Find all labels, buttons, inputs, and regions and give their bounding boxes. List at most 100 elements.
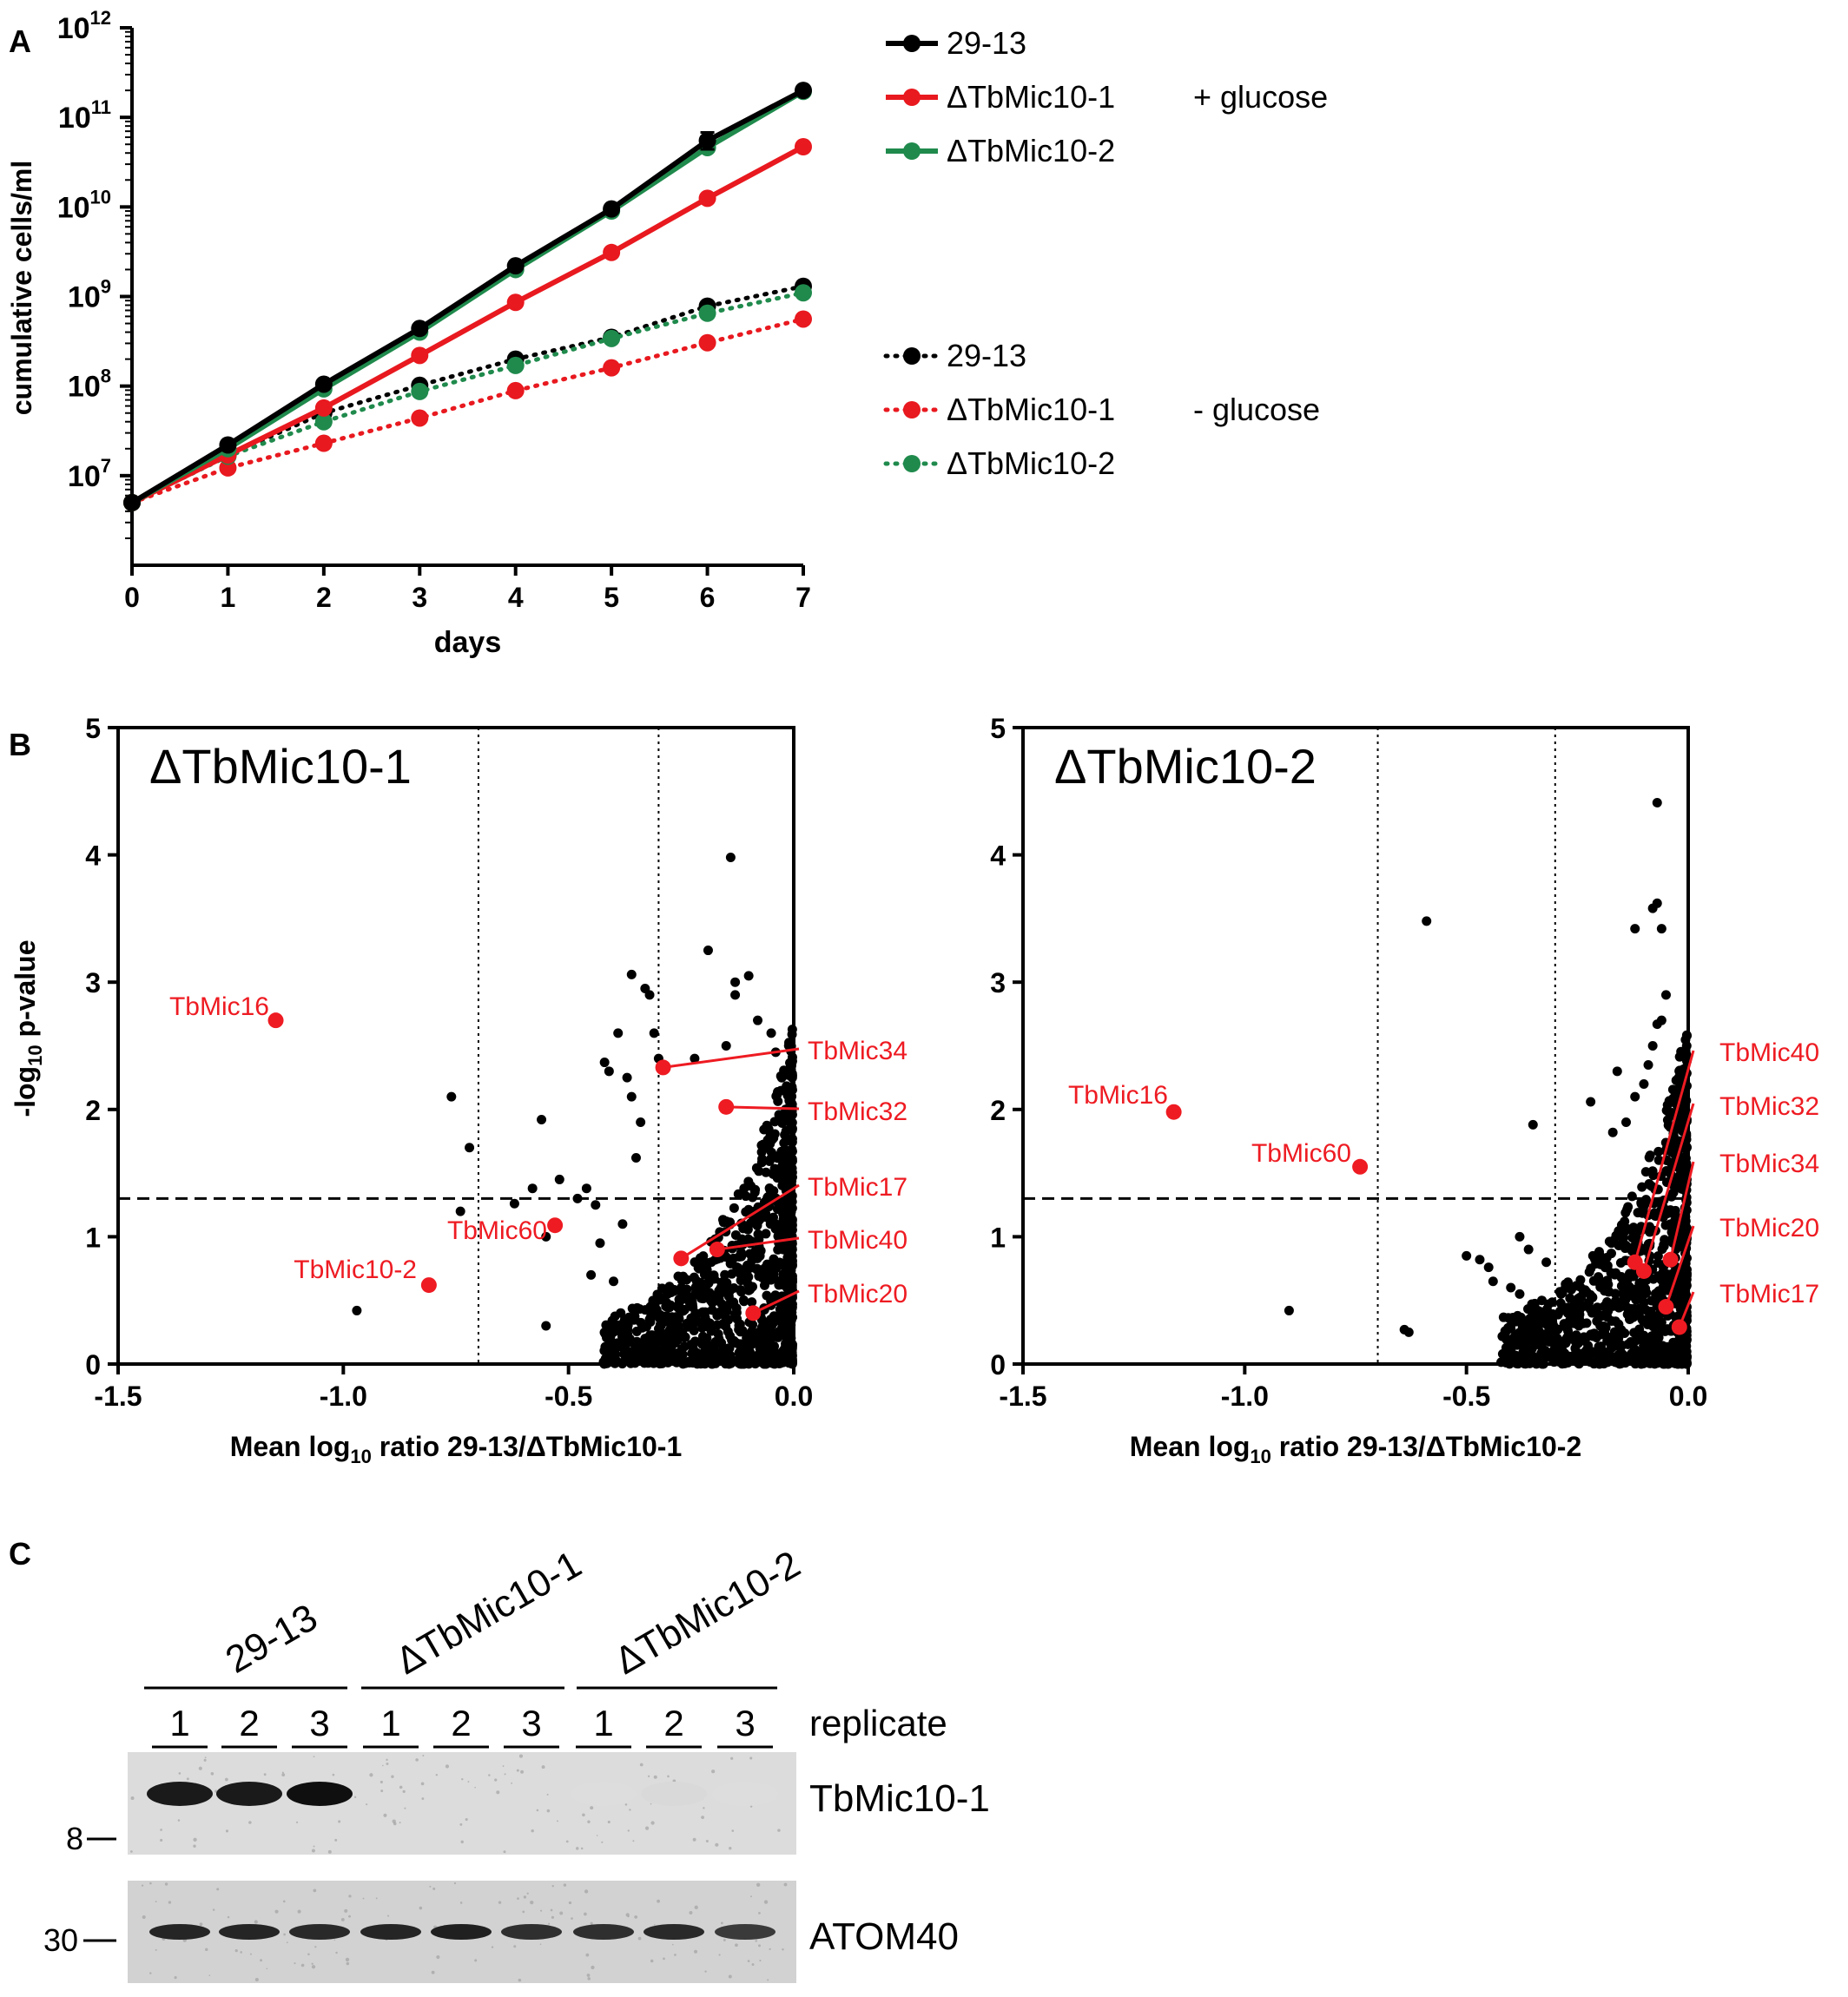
y-tick-label: 109: [68, 276, 111, 314]
background-point: [1620, 1243, 1630, 1254]
blot-speckle: [141, 1884, 144, 1887]
blot-speckle: [550, 1908, 553, 1912]
highlight-leader: [716, 1236, 800, 1251]
background-point: [1506, 1282, 1516, 1293]
background-point: [777, 1180, 788, 1190]
blot-speckle: [311, 1965, 316, 1969]
blot-speckle: [348, 1895, 352, 1898]
data-point: [603, 243, 621, 261]
data-point: [123, 493, 141, 511]
background-point: [787, 1029, 797, 1039]
blot-speckle: [783, 1882, 788, 1887]
background-point: [785, 1259, 795, 1269]
background-point: [690, 1282, 701, 1292]
background-point: [661, 1328, 671, 1339]
blot-speckle: [327, 1849, 332, 1854]
background-point: [762, 1139, 772, 1150]
blot-speckle: [718, 1954, 721, 1956]
blot-marker-label: 30: [43, 1922, 78, 1958]
blot-speckle: [467, 1781, 470, 1783]
data-point: [411, 320, 429, 338]
blot-speckle: [335, 1951, 338, 1954]
blot-speckle: [546, 1793, 549, 1796]
blot-speckle: [160, 1829, 162, 1831]
background-point: [1554, 1306, 1565, 1316]
blot-speckle: [703, 1807, 705, 1809]
blot-speckle: [459, 1901, 463, 1904]
background-point: [1604, 1332, 1614, 1342]
y-tick-label: 1012: [57, 7, 111, 45]
blot-speckle: [647, 1775, 650, 1777]
background-point: [787, 1163, 797, 1174]
legend-label: ΔTbMic10-2: [947, 445, 1115, 481]
background-point: [1498, 1312, 1508, 1322]
background-point: [1610, 1288, 1620, 1299]
background-point: [1656, 924, 1666, 934]
background-point: [773, 1087, 783, 1097]
background-point: [1403, 1327, 1414, 1337]
background-point: [527, 1183, 538, 1194]
background-point: [747, 1297, 757, 1308]
blot-speckle: [575, 1847, 579, 1850]
blot-speckle: [177, 1819, 181, 1822]
blot-speckle: [520, 1770, 525, 1774]
legend-label: 29-13: [947, 25, 1026, 61]
blot-speckle: [369, 1773, 373, 1777]
background-point: [1643, 1059, 1653, 1070]
background-point: [705, 1295, 716, 1306]
blot-speckle: [393, 1822, 397, 1826]
highlight-label: TbMic40: [1719, 1038, 1819, 1067]
blot-speckle: [461, 1777, 464, 1781]
y-tick-label: 5: [990, 713, 1006, 744]
background-point: [1528, 1119, 1538, 1130]
legend-marker: [903, 455, 921, 472]
background-point: [1569, 1298, 1580, 1308]
blot-speckle: [313, 1888, 317, 1893]
data-point: [219, 436, 237, 454]
blot-speckle: [715, 1842, 719, 1847]
background-point: [748, 1320, 758, 1330]
blot-speckle: [729, 1847, 732, 1850]
highlight-label: TbMic16: [169, 992, 269, 1021]
blot-speckle: [313, 1756, 315, 1757]
background-point: [663, 1288, 673, 1299]
background-point: [676, 1357, 687, 1368]
y-tick-label: 108: [68, 366, 111, 404]
blot-speckle: [421, 1797, 425, 1801]
plot-title: ΔTbMic10-1: [149, 739, 412, 794]
blot-speckle: [728, 1974, 732, 1979]
legend-marker: [903, 35, 921, 52]
x-tick-label: -0.5: [1442, 1381, 1490, 1412]
background-point: [786, 1119, 796, 1130]
background-point: [1587, 1250, 1598, 1261]
blot-band: [147, 1782, 213, 1806]
background-point: [465, 1143, 475, 1153]
background-point: [1647, 1041, 1658, 1051]
background-point: [736, 1248, 746, 1258]
blot-speckle: [540, 1909, 543, 1912]
highlight-leader: [1642, 1103, 1695, 1272]
blot-speckle: [281, 1771, 284, 1774]
background-point: [1666, 1157, 1676, 1168]
background-point: [623, 1355, 633, 1366]
background-point: [1657, 1244, 1667, 1255]
blot-speckle: [263, 1773, 267, 1776]
background-point: [762, 1124, 772, 1135]
blot-speckle: [445, 1764, 450, 1769]
panel-label-a: A: [9, 23, 31, 59]
legend-marker: [903, 89, 921, 106]
blot-speckle: [402, 1789, 406, 1794]
blot-speckle: [644, 1826, 650, 1830]
background-point: [635, 1341, 645, 1351]
blot-speckle: [551, 1915, 555, 1919]
background-point: [1653, 1251, 1663, 1262]
blot-speckle: [650, 1821, 655, 1825]
blot-speckle: [674, 1954, 676, 1956]
highlight-label: TbMic17: [1719, 1280, 1819, 1308]
blot-speckle: [582, 1813, 585, 1817]
blot-speckle: [294, 1962, 296, 1965]
blot-speckle: [624, 1803, 628, 1806]
blot-speckle: [465, 1817, 468, 1822]
background-point: [1678, 1234, 1688, 1244]
background-point: [1556, 1288, 1567, 1299]
